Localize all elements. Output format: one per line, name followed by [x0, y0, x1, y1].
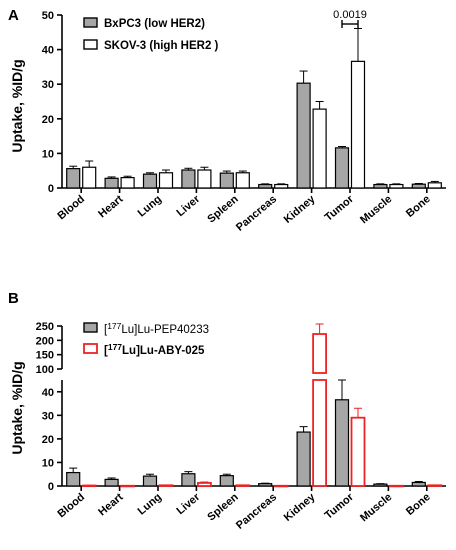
panel-a-y-tick-label-40: 40 [42, 45, 54, 57]
panel-a-y-tick-label-50: 50 [42, 10, 54, 22]
panel-a-bar-bxpc3-low-her2--lung [142, 173, 158, 189]
panel-a-significance: 0.0019 [333, 9, 367, 28]
panel-b-category-label-muscle: Muscle [358, 491, 394, 524]
panel-a-category-label-pancreas: Pancreas [234, 193, 279, 234]
legend-label-pep40233: [177Lu]Lu-PEP40233 [104, 321, 209, 336]
panel-a-category-label-liver: Liver [174, 193, 202, 220]
panel-a-y-tick-label-20: 20 [42, 114, 54, 126]
panel-a-y-tick-label-30: 30 [42, 79, 54, 91]
panel-a-category-label-heart: Heart [96, 193, 126, 220]
panel-a-category-label-muscle: Muscle [358, 193, 394, 226]
panel-b-y-tick-label-250: 250 [36, 321, 54, 333]
panel-letter-a: A [8, 7, 19, 24]
panel-b-category-label-pancreas: Pancreas [234, 491, 279, 532]
panel-b-category-label-bone: Bone [404, 491, 433, 518]
panel-a-y-tick-label-0: 0 [48, 183, 54, 195]
panel-a-bar-skov-3-high-her2--tumor [350, 60, 366, 189]
panel-b-chart: B Uptake, %ID/g 0 10 20 30 40 100 150 200 250 Blo… [8, 290, 446, 532]
legend-swatch-pep40233 [83, 322, 98, 333]
panel-b-bar-lu-lu-pep40233-bone [411, 481, 426, 487]
panel-letter-b: B [8, 290, 19, 307]
panel-b-category-label-lung: Lung [136, 491, 164, 517]
panel-a-bar-bxpc3-low-her2--muscle [373, 183, 388, 189]
panel-b-bar-lu-lu-aby-025-tumor [350, 416, 366, 487]
panel-b-bar-lu-lu-aby-025-kidney-upper [312, 333, 328, 374]
panel-b-category-label-spleen: Spleen [205, 491, 241, 524]
panel-b-y-tick-label-40: 40 [42, 387, 54, 399]
panel-a-bar-bxpc3-low-her2--liver [181, 169, 196, 189]
panel-b-bar-lu-lu-pep40233-liver [181, 473, 196, 487]
panel-b-category-label-liver: Liver [174, 491, 202, 518]
panel-a-bar-skov-3-high-her2--blood [82, 166, 97, 189]
panel-a-bar-skov-3-high-her2--muscle [389, 183, 404, 189]
panel-a-bar-bxpc3-low-her2--spleen [219, 172, 234, 189]
panel-b-y-tick-label-200: 200 [36, 335, 54, 347]
legend-label-aby025: [177Lu]Lu-ABY-025 [104, 342, 205, 357]
panel-a-bar-bxpc3-low-her2--pancreas [258, 183, 273, 189]
panel-b-category-label-heart: Heart [96, 491, 126, 518]
panel-a-bar-skov-3-high-her2--spleen [235, 172, 250, 189]
panel-b-y-tick-label-0: 0 [48, 481, 54, 493]
panel-a-chart: A Uptake, %ID/g 0 10 20 30 40 50 Blood Heart Lun… [8, 7, 446, 234]
panel-b-bar-lu-lu-aby-025-liver [196, 482, 212, 487]
panel-b-category-label-blood: Blood [56, 491, 88, 520]
panel-a-bars [66, 27, 442, 189]
panel-b-bar-lu-lu-pep40233-heart [104, 478, 119, 487]
panel-b-bar-lu-lu-pep40233-kidney [296, 431, 311, 487]
panel-a-category-label-spleen: Spleen [205, 193, 241, 226]
panel-a-y-tick-label-10: 10 [42, 148, 54, 160]
panel-b-y-tick-label-20: 20 [42, 434, 54, 446]
panel-a-y-axis-title: Uptake, %ID/g [9, 59, 25, 152]
panel-a-bar-skov-3-high-her2--liver [197, 169, 212, 189]
panel-b-bar-lu-lu-aby-025-kidney-lower [312, 379, 328, 487]
panel-b-category-label-kidney: Kidney [282, 491, 318, 524]
panel-b-category-label-tumor: Tumor [323, 491, 357, 522]
panel-a-bar-skov-3-high-her2--pancreas [274, 183, 289, 189]
legend-label-skov3: SKOV-3 (high HER2 ) [104, 40, 219, 52]
panel-a-bar-bxpc3-low-her2--heart [104, 177, 119, 189]
panel-b-y-tick-label-30: 30 [42, 410, 54, 422]
p-value-label: 0.0019 [333, 9, 367, 21]
panel-a-bar-skov-3-high-her2--lung [158, 172, 174, 189]
legend-swatch-aby025 [83, 343, 98, 354]
panel-a-axes: 0 10 20 30 40 50 Blood Heart Lung Liver SpleenPanc… [42, 10, 446, 234]
panel-b-bar-lu-lu-pep40233-tumor [334, 399, 350, 487]
panel-a-bar-bxpc3-low-her2--blood [66, 168, 81, 189]
panel-b-bar-lu-lu-pep40233-blood [66, 471, 81, 487]
panel-b-bar-lu-lu-pep40233-muscle [373, 483, 388, 487]
panel-b-y-tick-label-150: 150 [36, 350, 54, 362]
panel-b-legend: [177Lu]Lu-PEP40233 [177Lu]Lu-ABY-025 [83, 321, 209, 357]
panel-a-category-label-tumor: Tumor [323, 193, 357, 224]
legend-label-bxpc3: BxPC3 (low HER2) [104, 18, 205, 30]
panel-b-y-axis-title: Uptake, %ID/g [9, 361, 25, 454]
panel-b-y-tick-label-10: 10 [42, 457, 54, 469]
panel-a-category-label-kidney: Kidney [282, 193, 318, 226]
panel-a-bar-skov-3-high-her2--kidney [312, 108, 327, 189]
panel-b-bars [66, 323, 443, 488]
panel-a-category-label-blood: Blood [56, 193, 88, 222]
panel-a-bar-bxpc3-low-her2--tumor [334, 147, 350, 189]
legend-swatch-bxpc3 [83, 17, 98, 28]
panel-a-bar-bxpc3-low-her2--bone [411, 183, 426, 189]
panel-b-bar-lu-lu-pep40233-pancreas [258, 483, 273, 487]
panel-a-bar-skov-3-high-her2--heart [120, 177, 135, 189]
panel-a-bar-skov-3-high-her2--bone [427, 182, 442, 189]
panel-a-category-label-bone: Bone [404, 193, 433, 220]
panel-b-bar-lu-lu-pep40233-lung [142, 475, 158, 487]
panel-a-category-label-lung: Lung [136, 193, 164, 219]
panel-b-bar-lu-lu-pep40233-spleen [219, 475, 234, 487]
panel-a-legend: BxPC3 (low HER2) SKOV-3 (high HER2 ) [83, 17, 219, 52]
legend-swatch-skov3 [83, 39, 98, 50]
panel-b-y-tick-label-100: 100 [36, 364, 54, 376]
panel-a-bar-bxpc3-low-her2--kidney [296, 82, 311, 189]
